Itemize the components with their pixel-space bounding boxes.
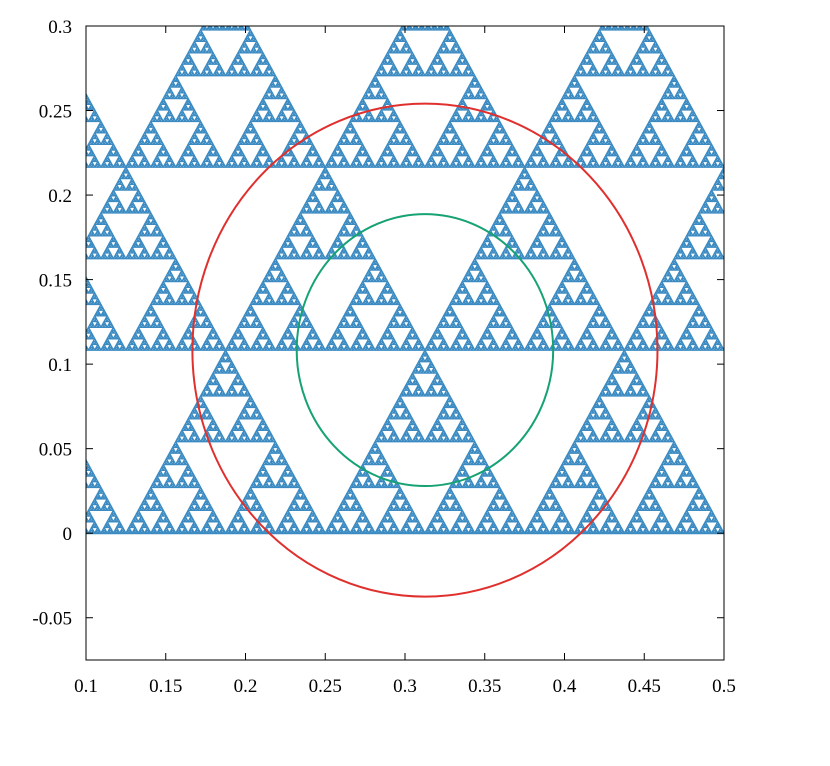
x-tick-label: 0.35 — [468, 676, 501, 697]
x-tick-label: 0.3 — [393, 676, 417, 697]
x-tick-label: 0.2 — [234, 676, 258, 697]
y-tick-label: 0.05 — [39, 440, 72, 461]
y-tick-label: 0.1 — [48, 355, 72, 376]
y-tick-label: 0.3 — [48, 17, 72, 38]
y-tick-label: 0.25 — [39, 102, 72, 123]
y-tick-label: 0.15 — [39, 271, 72, 292]
x-tick-label: 0.1 — [74, 676, 98, 697]
x-tick-label: 0.15 — [149, 676, 182, 697]
x-tick-label: 0.5 — [712, 676, 736, 697]
sierpinski-gasket-layer — [86, 26, 724, 535]
y-tick-label: 0 — [63, 524, 73, 545]
ticks-layer: 0.1 0.15 0.2 0.25 0.3 0.35 0.4 0.45 0.5 -0.05 0 0.0… — [32, 17, 735, 697]
y-tick-label: 0.2 — [48, 186, 72, 207]
circles-layer — [191, 102, 659, 598]
inner-circle-green — [295, 213, 555, 488]
outer-circle-red — [191, 102, 659, 598]
sierpinski-gasket-points — [86, 26, 724, 534]
x-tick-label: 0.45 — [628, 676, 661, 697]
x-tick-label: 0.25 — [309, 676, 342, 697]
x-tick-label: 0.4 — [553, 676, 577, 697]
y-tick-label: -0.05 — [32, 609, 72, 630]
